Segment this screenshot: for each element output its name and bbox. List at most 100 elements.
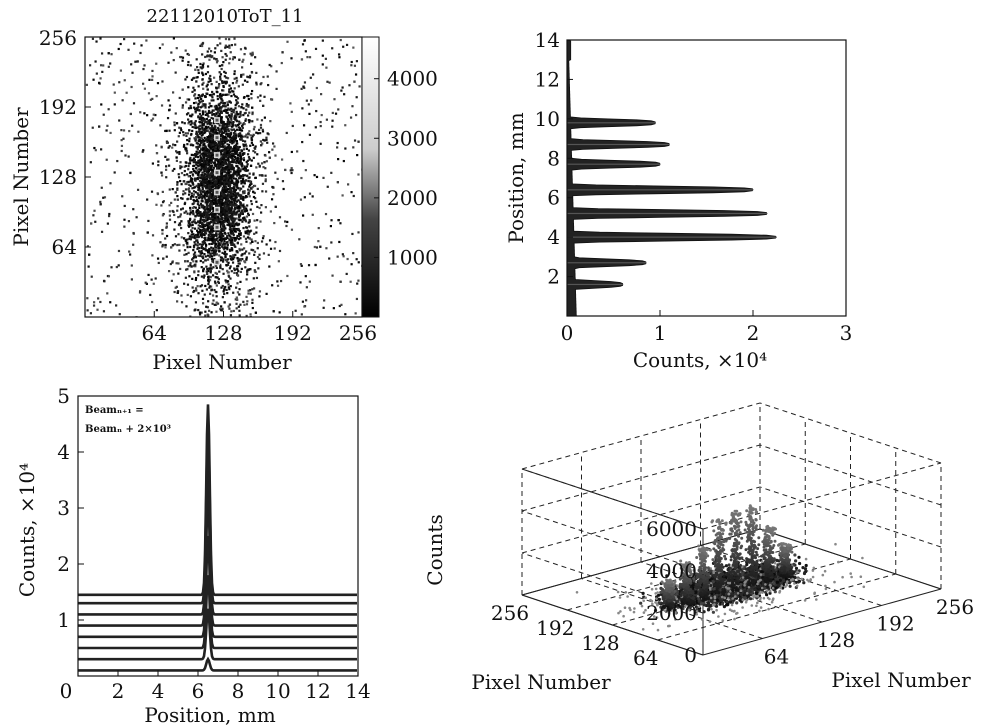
heatmap-pixel bbox=[117, 47, 120, 51]
heatmap-pixel bbox=[276, 177, 279, 181]
heatmap-pixel bbox=[237, 105, 241, 108]
heatmap-pixel bbox=[206, 114, 209, 117]
heatmap-pixel bbox=[200, 246, 203, 250]
heatmap-pixel bbox=[189, 114, 192, 117]
heatmap-pixel bbox=[210, 128, 213, 131]
heatmap-pixel bbox=[211, 239, 214, 242]
heatmap-pixel bbox=[226, 104, 229, 107]
heatmap-pixel bbox=[243, 252, 246, 255]
heatmap-pixel bbox=[218, 109, 221, 112]
heatmap-pixel bbox=[281, 51, 284, 54]
heatmap-pixel bbox=[252, 277, 255, 280]
heatmap-pixel bbox=[220, 227, 223, 230]
heatmap-pixel bbox=[160, 204, 163, 207]
heatmap-pixel bbox=[215, 230, 218, 233]
heatmap-pixel bbox=[213, 257, 216, 261]
heatmap-pixel bbox=[233, 186, 236, 189]
heatmap-pixel bbox=[174, 112, 177, 115]
heatmap-pixel bbox=[208, 130, 211, 133]
heatmap-pixel bbox=[242, 122, 245, 125]
heatmap-pixel bbox=[166, 158, 169, 161]
heatmap-pixel bbox=[273, 247, 276, 250]
heatmap-pixel bbox=[252, 149, 255, 153]
heatmap-pixel bbox=[218, 209, 222, 212]
heatmap-pixel bbox=[198, 132, 202, 135]
heatmap-pixel bbox=[221, 238, 225, 241]
heatmap-pixel bbox=[199, 161, 202, 164]
heatmap-pixel bbox=[205, 305, 208, 308]
heatmap-pixel bbox=[219, 264, 222, 268]
heatmap-pixel bbox=[152, 113, 155, 116]
heatmap-pixel bbox=[235, 302, 238, 305]
heatmap-pixel bbox=[226, 176, 229, 179]
heatmap-pixel bbox=[169, 262, 172, 266]
heatmap-pixel bbox=[209, 159, 212, 162]
heatmap-pixel bbox=[208, 174, 211, 177]
heatmap-pixel bbox=[220, 208, 224, 212]
heatmap-pixel bbox=[191, 129, 194, 133]
heatmap-pixel bbox=[240, 204, 243, 207]
heatmap-pixel bbox=[336, 181, 339, 184]
heatmap-pixel bbox=[202, 226, 205, 229]
heatmap-pixel bbox=[204, 103, 207, 106]
heatmap-pixel bbox=[209, 50, 213, 53]
heatmap-pixel bbox=[165, 226, 168, 229]
heatmap-pixel bbox=[235, 196, 238, 199]
heatmap-pixel bbox=[195, 76, 198, 79]
heatmap-pixel bbox=[199, 94, 202, 97]
heatmap-pixel bbox=[196, 153, 199, 156]
heatmap-pixel bbox=[182, 193, 185, 196]
heatmap-pixel bbox=[331, 274, 334, 277]
heatmap-pixel bbox=[209, 79, 212, 83]
heatmap-pixel bbox=[206, 194, 209, 197]
heatmap-pixel bbox=[243, 216, 246, 219]
heatmap-pixel bbox=[240, 129, 243, 132]
heatmap-pixel bbox=[198, 112, 202, 116]
heatmap-pixel bbox=[236, 256, 239, 260]
heatmap-pixel bbox=[207, 249, 210, 252]
heatmap-pixel bbox=[227, 158, 230, 162]
heatmap-pixel bbox=[231, 121, 234, 124]
heatmap-pixel bbox=[164, 129, 167, 133]
heatmap-pixel bbox=[184, 164, 188, 168]
heatmap-pixel bbox=[225, 216, 228, 219]
heatmap-pixel bbox=[215, 215, 218, 218]
heatmap-pixel bbox=[230, 310, 233, 313]
heatmap-pixel bbox=[123, 79, 126, 82]
heatmap-pixel bbox=[222, 142, 226, 145]
heatmap-pixel bbox=[107, 108, 110, 111]
heatmap-pixel bbox=[168, 218, 172, 221]
heatmap-pixel bbox=[242, 156, 245, 160]
heatmap-pixel bbox=[197, 161, 200, 164]
heatmap-pixel bbox=[210, 246, 213, 249]
heatmap-pixel bbox=[250, 54, 253, 57]
heatmap-pixel bbox=[210, 105, 213, 108]
heatmap-pixel bbox=[212, 93, 215, 96]
heatmap-pixel bbox=[211, 143, 215, 147]
heatmap-pixel bbox=[205, 129, 208, 132]
heatmap-pixel bbox=[236, 160, 239, 163]
heatmap-pixel bbox=[337, 218, 340, 222]
heatmap-pixel bbox=[215, 290, 218, 294]
heatmap-pixel bbox=[154, 277, 157, 280]
heatmap-pixel bbox=[270, 65, 273, 68]
heatmap-pixel bbox=[242, 247, 246, 250]
heatmap-pixel bbox=[89, 64, 92, 67]
heatmap-pixel bbox=[231, 256, 234, 259]
heatmap-pixel bbox=[259, 83, 262, 86]
heatmap-pixel bbox=[203, 119, 207, 122]
heatmap-pixel bbox=[315, 86, 318, 90]
heatmap-pixel bbox=[240, 74, 243, 77]
heatmap-pixel bbox=[256, 96, 260, 99]
heatmap-pixel bbox=[121, 99, 124, 102]
heatmap-pixel bbox=[314, 126, 317, 129]
heatmap-pixel bbox=[210, 111, 214, 114]
heatmap-pixel bbox=[109, 62, 112, 65]
legend-line-2: Beamₙ + 2×10³ bbox=[85, 424, 171, 435]
heatmap-pixel bbox=[228, 223, 231, 227]
heatmap-pixel bbox=[242, 159, 246, 162]
heatmap-pixel bbox=[226, 143, 229, 146]
heatmap-pixel bbox=[200, 100, 203, 103]
heatmap-pixel bbox=[204, 231, 207, 234]
heatmap-pixel bbox=[242, 73, 245, 76]
